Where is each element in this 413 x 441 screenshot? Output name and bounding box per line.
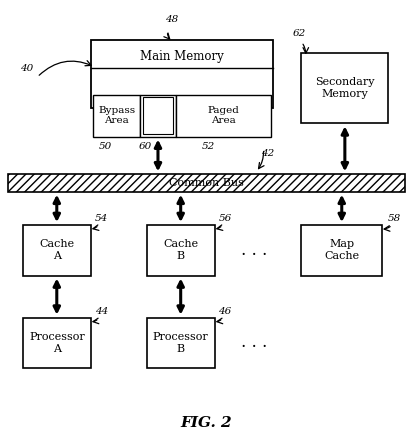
Text: FIG. 2: FIG. 2: [181, 416, 232, 430]
Text: 44: 44: [95, 307, 108, 316]
Bar: [23, 225, 91, 276]
Text: Map
Table: Map Table: [144, 106, 172, 125]
Text: Processor
B: Processor B: [153, 332, 209, 354]
Text: Cache
B: Cache B: [163, 239, 198, 261]
Text: Paged
Area: Paged Area: [207, 106, 239, 125]
Text: 52: 52: [202, 142, 215, 151]
Text: . . .: . . .: [241, 242, 267, 258]
Text: 58: 58: [388, 214, 401, 223]
Text: 42: 42: [261, 149, 274, 157]
Bar: [8, 174, 405, 192]
Bar: [301, 225, 382, 276]
Text: Secondary
Memory: Secondary Memory: [315, 78, 375, 99]
Text: 62: 62: [293, 29, 306, 37]
Bar: [301, 53, 388, 123]
Bar: [140, 95, 176, 137]
Text: 60: 60: [139, 142, 152, 151]
Text: 48: 48: [165, 15, 178, 24]
Text: 56: 56: [218, 214, 232, 223]
Text: Common Bus: Common Bus: [169, 178, 244, 188]
Text: 50: 50: [99, 142, 112, 151]
Text: 40: 40: [20, 64, 33, 73]
Text: 46: 46: [218, 307, 232, 316]
Bar: [147, 225, 215, 276]
Text: Main Memory: Main Memory: [140, 50, 223, 63]
Text: 54: 54: [95, 214, 108, 223]
Text: Map
Cache: Map Cache: [324, 239, 359, 261]
Bar: [143, 97, 173, 134]
Text: Bypass
Area: Bypass Area: [98, 106, 135, 125]
Bar: [176, 95, 271, 137]
Bar: [23, 318, 91, 368]
Bar: [91, 40, 273, 108]
Bar: [147, 318, 215, 368]
Text: Processor
A: Processor A: [29, 332, 85, 354]
Text: Cache
A: Cache A: [39, 239, 74, 261]
Bar: [93, 95, 140, 137]
Text: . . .: . . .: [241, 334, 267, 351]
